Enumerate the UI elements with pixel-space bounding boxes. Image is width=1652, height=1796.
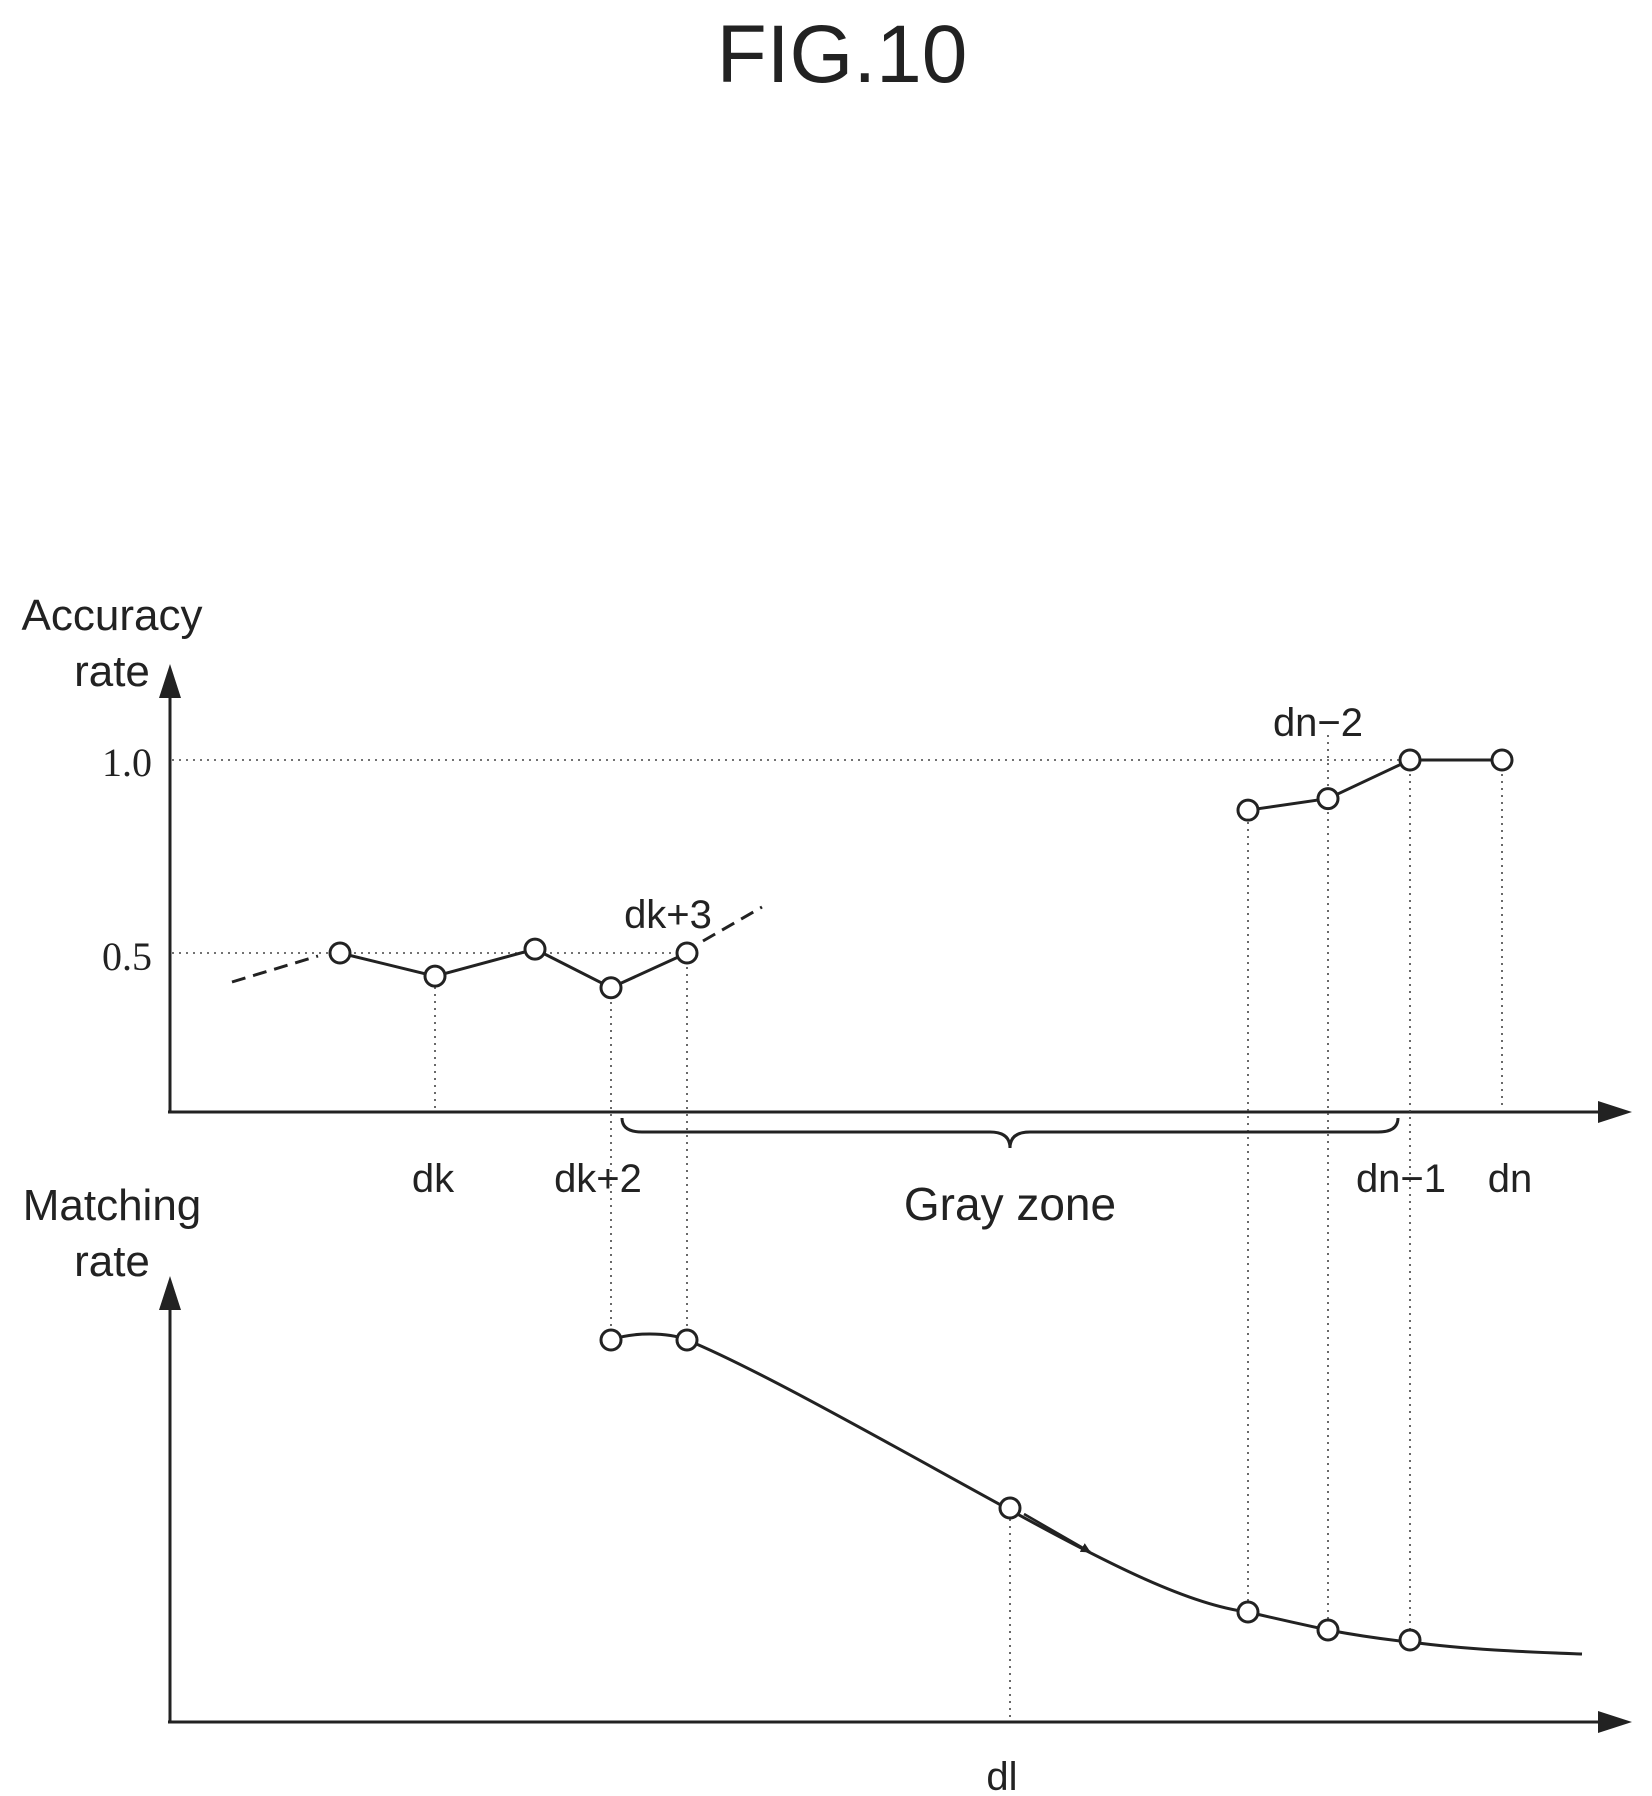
top-chart: Accuracy rate 1.0 0.5 dk+3 dn−2 d <box>22 591 1632 1640</box>
accuracy-series-left-points <box>328 937 699 1000</box>
y-tick-0-5: 0.5 <box>102 934 152 979</box>
label-dk3: dk+3 <box>624 893 712 937</box>
matching-point-dk3 <box>675 1328 699 1352</box>
matching-point-p1 <box>1236 1600 1260 1624</box>
trend-extension-left <box>231 954 319 984</box>
matching-rate-curve <box>610 1332 1583 1656</box>
label-dn2: dn−2 <box>1273 701 1363 745</box>
accuracy-point-s0-4 <box>675 941 699 965</box>
gray-zone-label: Gray zone <box>904 1178 1116 1230</box>
y-tick-1-0: 1.0 <box>102 740 152 785</box>
bottom-x-axis-arrowhead <box>1598 1711 1632 1733</box>
trend-extension-right <box>702 905 763 943</box>
x-label-dl: dl <box>986 1755 1017 1796</box>
matching-point-dk2 <box>599 1328 623 1352</box>
top-y-axis-label-line2: rate <box>74 647 150 696</box>
top-y-axis-label-line1: Accuracy <box>22 591 203 640</box>
accuracy-point-s1-0 <box>1236 798 1260 822</box>
accuracy-point-s1-2 <box>1398 748 1422 772</box>
bottom-chart: Matching rate dl <box>23 1181 1632 1796</box>
accuracy-point-s1-1 <box>1316 787 1340 811</box>
accuracy-point-s0-3 <box>599 976 623 1000</box>
x-label-dn: dn <box>1488 1157 1533 1201</box>
accuracy-series-right-points <box>1236 748 1514 822</box>
gray-zone-brace <box>620 1117 1400 1149</box>
matching-point-dn1 <box>1398 1628 1422 1652</box>
bottom-y-axis-arrowhead <box>159 1276 181 1310</box>
bottom-y-axis-label-line1: Matching <box>23 1181 202 1230</box>
x-label-dn1: dn−1 <box>1356 1157 1446 1201</box>
accuracy-point-s0-1 <box>423 964 447 988</box>
accuracy-point-s0-2 <box>523 937 547 961</box>
accuracy-series-left-line <box>339 947 688 990</box>
x-label-dk: dk <box>412 1157 455 1201</box>
figure-title: FIG.10 <box>717 9 968 100</box>
direction-arrow <box>1023 1512 1091 1554</box>
top-x-axis-arrowhead <box>1598 1101 1632 1123</box>
accuracy-series-right-line <box>1247 758 1502 812</box>
top-y-axis-arrowhead <box>159 664 181 698</box>
x-label-dk2: dk+2 <box>554 1157 642 1201</box>
accuracy-point-s1-3 <box>1490 748 1514 772</box>
matching-point-dn2 <box>1316 1618 1340 1642</box>
bottom-y-axis-label-line2: rate <box>74 1237 150 1286</box>
accuracy-point-s0-0 <box>328 941 352 965</box>
matching-point-dl <box>998 1496 1022 1520</box>
